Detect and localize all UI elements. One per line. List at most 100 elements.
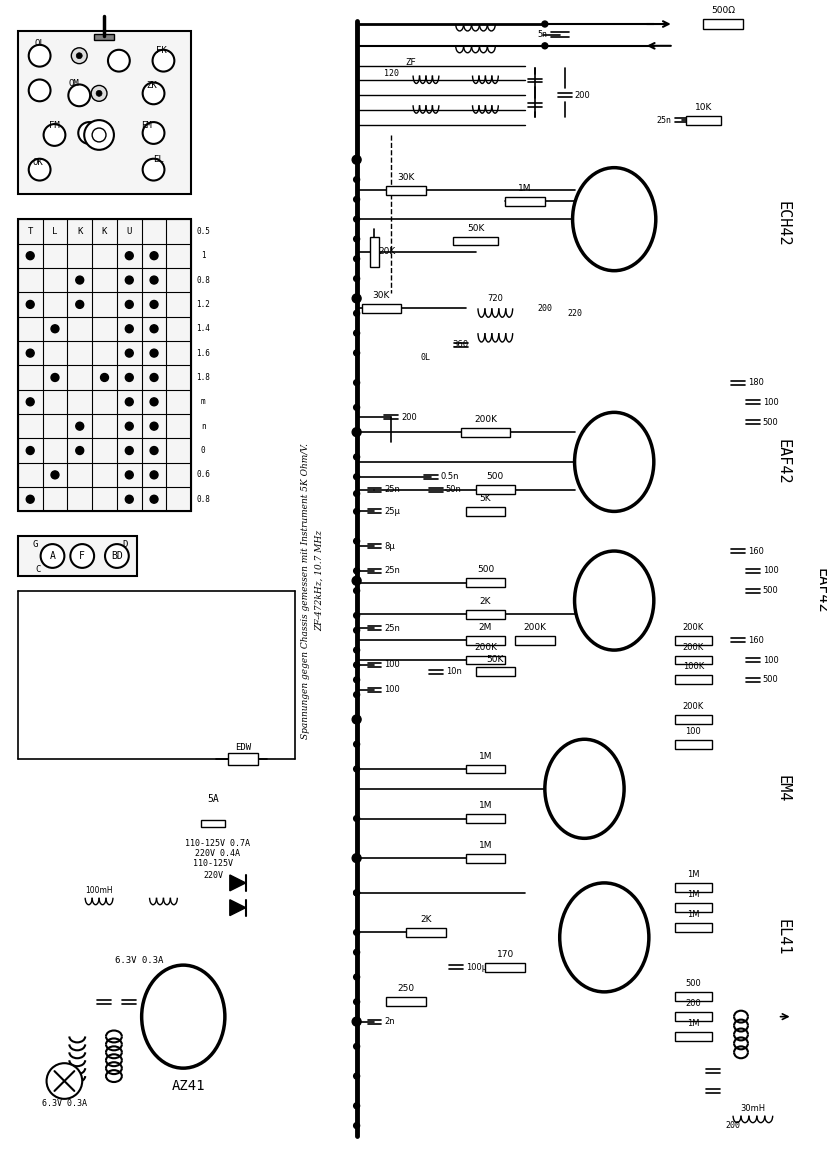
Circle shape bbox=[150, 470, 158, 479]
Circle shape bbox=[26, 447, 34, 454]
Circle shape bbox=[354, 1123, 360, 1129]
Ellipse shape bbox=[575, 412, 654, 511]
Circle shape bbox=[354, 716, 360, 722]
Circle shape bbox=[354, 1044, 360, 1049]
Circle shape bbox=[91, 85, 107, 102]
Circle shape bbox=[354, 454, 360, 460]
Text: 25n: 25n bbox=[385, 624, 400, 633]
Circle shape bbox=[354, 949, 360, 955]
Circle shape bbox=[354, 157, 360, 163]
Text: C: C bbox=[35, 565, 41, 574]
Text: U: U bbox=[127, 227, 132, 236]
Circle shape bbox=[354, 350, 360, 356]
Text: ZF-472kHz, 10.7 MHz: ZF-472kHz, 10.7 MHz bbox=[314, 530, 323, 632]
Circle shape bbox=[79, 122, 100, 144]
Bar bbox=[466, 764, 505, 773]
Text: EAF42: EAF42 bbox=[775, 439, 790, 484]
Text: 50K: 50K bbox=[486, 654, 504, 663]
Text: 2n: 2n bbox=[385, 1017, 395, 1026]
Bar bbox=[675, 923, 712, 932]
Text: 720: 720 bbox=[487, 295, 504, 303]
Text: 110-125V 0.7A
220V 0.4A: 110-125V 0.7A 220V 0.4A bbox=[185, 839, 251, 858]
Circle shape bbox=[71, 48, 87, 63]
Text: 500: 500 bbox=[762, 418, 778, 427]
Circle shape bbox=[354, 742, 360, 748]
Circle shape bbox=[354, 929, 360, 935]
Circle shape bbox=[354, 429, 360, 435]
Circle shape bbox=[354, 216, 360, 222]
Circle shape bbox=[150, 447, 158, 454]
Text: 6.3V 0.3A: 6.3V 0.3A bbox=[114, 956, 163, 965]
Text: 25n: 25n bbox=[657, 116, 672, 125]
Circle shape bbox=[354, 256, 360, 262]
Text: 0.5n: 0.5n bbox=[441, 473, 459, 481]
Text: 1M: 1M bbox=[687, 870, 700, 880]
Circle shape bbox=[354, 1073, 360, 1079]
Text: 200: 200 bbox=[686, 999, 701, 1009]
Text: OM: OM bbox=[69, 78, 79, 88]
Text: 10n: 10n bbox=[446, 667, 461, 676]
Bar bbox=[675, 1012, 712, 1021]
Circle shape bbox=[354, 405, 360, 411]
Text: EM4: EM4 bbox=[775, 775, 790, 803]
Circle shape bbox=[354, 1103, 360, 1109]
Text: 200K: 200K bbox=[523, 622, 547, 632]
Bar bbox=[466, 635, 505, 645]
Bar bbox=[370, 238, 379, 267]
Text: 50n: 50n bbox=[446, 486, 461, 494]
Text: 160: 160 bbox=[748, 635, 764, 645]
Text: 200: 200 bbox=[401, 413, 417, 422]
Circle shape bbox=[126, 398, 133, 406]
Text: 200: 200 bbox=[575, 91, 590, 99]
Text: 5n: 5n bbox=[538, 30, 547, 40]
Text: AZ41: AZ41 bbox=[171, 1079, 205, 1093]
Circle shape bbox=[76, 276, 84, 284]
Text: 500Ω: 500Ω bbox=[711, 6, 735, 15]
Polygon shape bbox=[230, 900, 246, 916]
Text: 110-125V: 110-125V bbox=[193, 859, 233, 868]
Text: 10K: 10K bbox=[695, 103, 712, 111]
Text: 200K: 200K bbox=[683, 642, 704, 652]
Text: 200K: 200K bbox=[474, 415, 497, 424]
Circle shape bbox=[150, 398, 158, 406]
Bar bbox=[453, 236, 498, 246]
Text: 220: 220 bbox=[567, 309, 582, 318]
Text: 0: 0 bbox=[201, 446, 205, 455]
Text: 100: 100 bbox=[385, 660, 400, 669]
Ellipse shape bbox=[560, 883, 649, 992]
Text: 100K: 100K bbox=[683, 662, 704, 672]
Text: A: A bbox=[50, 551, 55, 560]
Circle shape bbox=[126, 470, 133, 479]
Circle shape bbox=[150, 349, 158, 357]
Text: 500: 500 bbox=[477, 565, 494, 574]
Text: 2M: 2M bbox=[479, 622, 492, 632]
Circle shape bbox=[142, 82, 165, 104]
Circle shape bbox=[352, 715, 361, 724]
Text: 360: 360 bbox=[452, 340, 469, 350]
Text: Spannungen gegen Chassis gemessen mit Instrument 5K Ohm/V.: Spannungen gegen Chassis gemessen mit In… bbox=[301, 442, 309, 738]
Circle shape bbox=[76, 53, 82, 58]
Circle shape bbox=[44, 124, 65, 146]
Circle shape bbox=[354, 612, 360, 619]
Circle shape bbox=[354, 855, 360, 861]
Bar bbox=[675, 675, 712, 684]
Text: 2K: 2K bbox=[480, 597, 491, 606]
Text: 200K: 200K bbox=[474, 642, 497, 652]
Text: K: K bbox=[77, 227, 83, 236]
Bar bbox=[466, 578, 505, 587]
Circle shape bbox=[150, 276, 158, 284]
Circle shape bbox=[26, 495, 34, 503]
Text: EM: EM bbox=[141, 121, 152, 130]
Text: 0.8: 0.8 bbox=[196, 276, 210, 284]
Bar bbox=[94, 34, 114, 40]
Text: 160: 160 bbox=[748, 546, 764, 556]
Circle shape bbox=[142, 122, 165, 144]
Bar bbox=[675, 715, 712, 724]
Text: 25µ: 25µ bbox=[385, 507, 400, 516]
Text: FK: FK bbox=[156, 47, 167, 55]
Ellipse shape bbox=[575, 551, 654, 651]
Text: OK: OK bbox=[32, 158, 43, 167]
Bar bbox=[466, 610, 505, 619]
Bar bbox=[675, 635, 712, 645]
Text: G: G bbox=[33, 539, 38, 549]
